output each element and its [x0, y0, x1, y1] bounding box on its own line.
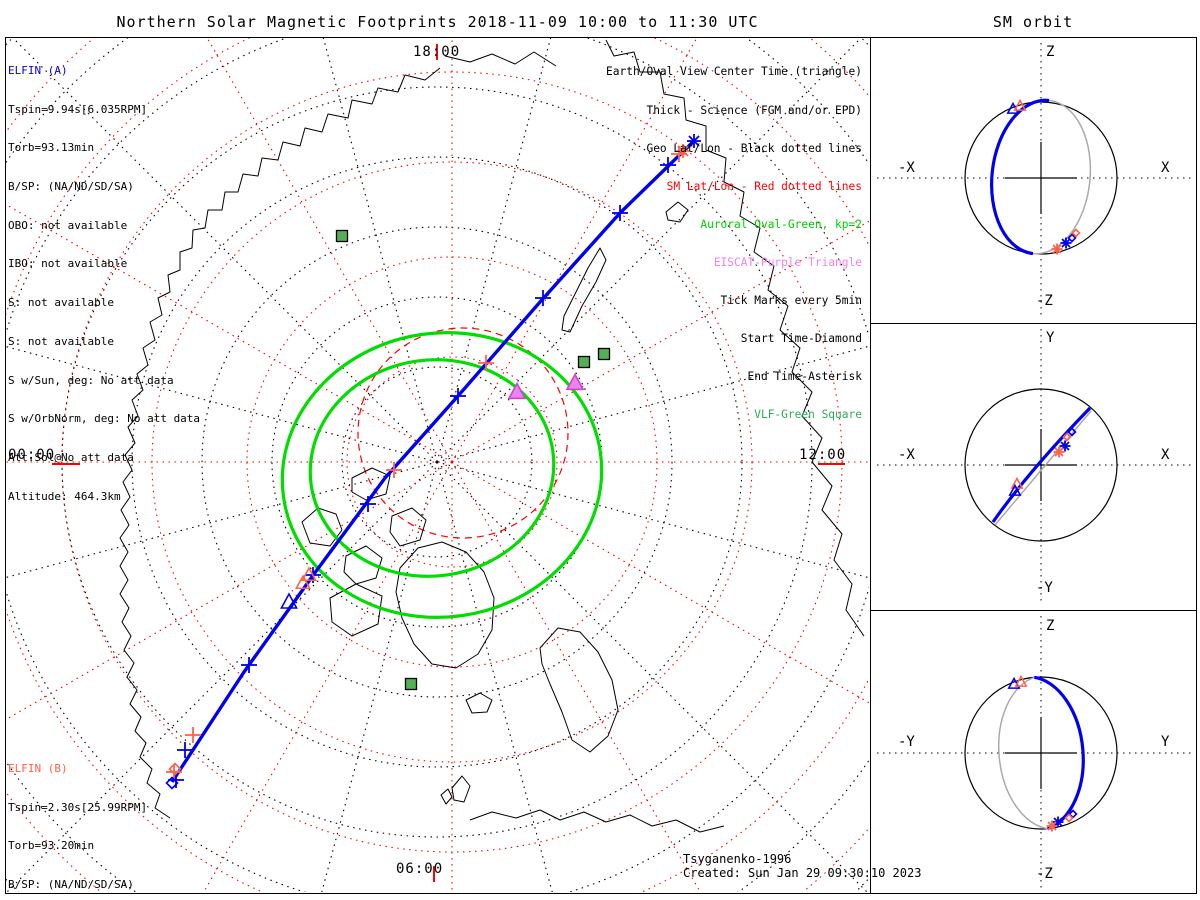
elfin-a-line: S w/OrbNorm, deg: No att data	[8, 412, 201, 426]
p1-axis-down: -Z	[1036, 293, 1053, 309]
elfin-b-header: ELFIN (B)	[8, 761, 68, 775]
elfin-a-line: Tspin=9.94s[6.035RPM]	[8, 102, 148, 116]
legend-item: Geo Lat/Lon - Black dotted lines	[646, 141, 862, 155]
elfin-a-line: Altitude: 464.3km	[8, 489, 121, 503]
elfin-a-line: B/SP: (NA/ND/SD/SA)	[8, 179, 134, 193]
legend-item: Thick - Science (FGM and/or EPD)	[646, 103, 862, 117]
elfin-a-line: OBO: not available	[8, 218, 128, 232]
elfin-a-line: S w/Sun, deg: No att data	[8, 373, 174, 387]
clock-label-12: 12:00	[799, 447, 847, 463]
panel-xz	[877, 43, 1194, 318]
elfin-a-line: S: not available	[8, 296, 114, 310]
map-legend: Earth/Oval View Center Time (triangle) T…	[606, 41, 862, 435]
p3-axis-left: -Y	[898, 734, 915, 750]
footprint-track	[170, 138, 697, 783]
sm-orbit-panels	[877, 43, 1194, 891]
sm-graticule	[6, 38, 869, 892]
p3-axis-up: Z	[1046, 618, 1055, 634]
p2-axis-up: Y	[1046, 330, 1055, 346]
legend-item: Start Time-Diamond	[740, 332, 862, 346]
auroral-oval-outer	[280, 331, 604, 619]
panel-yz	[877, 616, 1194, 891]
sm-label-ticks	[52, 44, 845, 882]
elfin-b-line: Tspin=2.30s[25.99RPM]	[8, 800, 148, 814]
figure-frame	[5, 37, 1197, 894]
legend-item: SM Lat/Lon - Red dotted lines	[666, 179, 862, 193]
model-label: Tsyganenko-1996	[683, 852, 792, 866]
legend-item: Earth/Oval View Center Time (triangle)	[606, 65, 862, 79]
legend-item: Auroral Oval-Green, kp=2	[700, 217, 862, 231]
elfin-b-line: B/SP: (NA/ND/SD/SA)	[8, 877, 134, 891]
elfin-a-line: S: not available	[8, 334, 114, 348]
map-markers	[165, 134, 701, 790]
p1-axis-up: Z	[1046, 44, 1055, 60]
legend-item: EISCAT-Purple Triangle	[713, 255, 862, 269]
created-label: Created: Sun Jan 29 09:30:10 2023	[683, 866, 922, 880]
elfin-a-line: IBO: not available	[8, 257, 128, 271]
elfin-b-line: Torb=93.20min	[8, 839, 95, 853]
clock-label-06: 06:00	[396, 861, 444, 877]
elfin-a-header: ELFIN (A)	[8, 63, 68, 77]
legend-item: Tick Marks every 5min	[720, 294, 862, 308]
p3-axis-right: Y	[1161, 734, 1170, 750]
elfin-a-line: Att.Sol@No att data	[8, 451, 134, 464]
page-title: Northern Solar Magnetic Footprints 2018-…	[116, 13, 759, 31]
p1-axis-left: -X	[898, 160, 915, 176]
elfin-b-info: ELFIN (B) Tspin=2.30s[25.99RPM] Torb=93.…	[8, 737, 200, 900]
elfin-a-info: ELFIN (A) Tspin=9.94s[6.035RPM] Torb=93.…	[8, 39, 200, 517]
p2-axis-right: X	[1161, 447, 1170, 463]
clock-label-00: 00:00	[8, 447, 56, 463]
sm-orbit-title: SM orbit	[992, 13, 1074, 31]
legend-item: VLF-Green Square	[754, 408, 862, 422]
p2-axis-down: -Y	[1036, 580, 1053, 596]
clock-label-18: 18:00	[413, 44, 461, 60]
coastlines	[119, 39, 865, 833]
sm-polar-dashed-circle	[357, 327, 569, 539]
elfin-a-line: Torb=93.13min	[8, 141, 95, 155]
p1-axis-right: X	[1161, 160, 1170, 176]
panel-xy	[877, 329, 1194, 605]
p3-axis-down: -Z	[1036, 866, 1053, 882]
auroral-oval-inner	[308, 358, 556, 578]
p2-axis-left: -X	[898, 447, 915, 463]
legend-item: End Time-Asterisk	[747, 370, 862, 384]
